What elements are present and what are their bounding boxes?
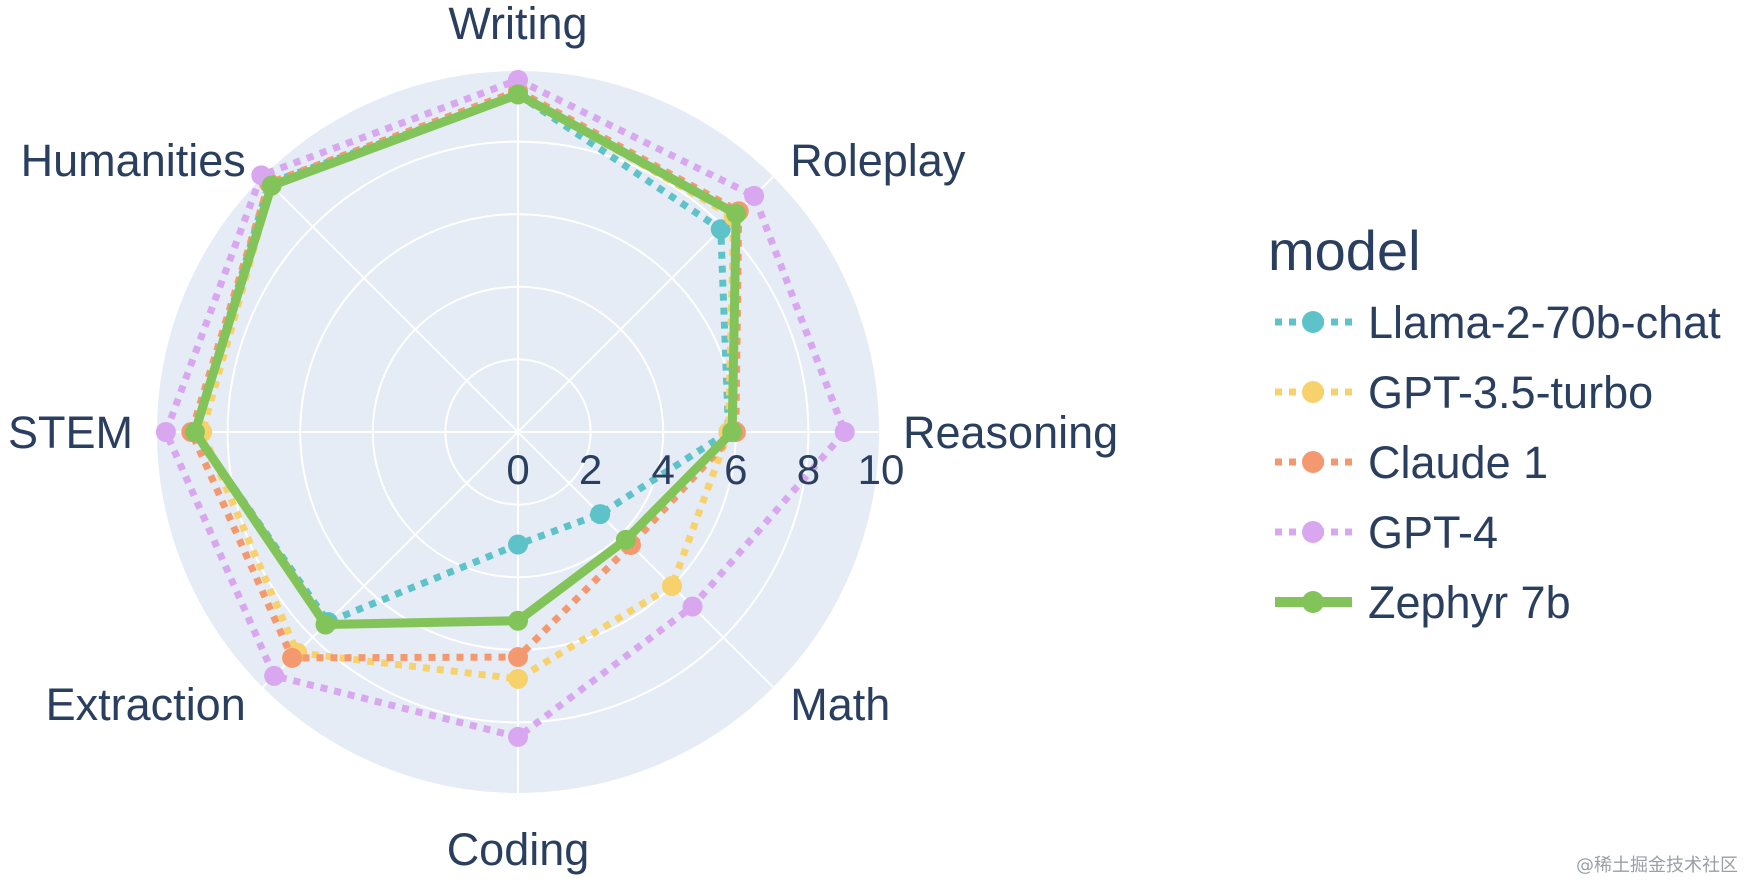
data-point — [682, 596, 703, 617]
data-point — [710, 219, 731, 240]
radial-tick-label: 2 — [579, 446, 602, 493]
data-point — [834, 422, 855, 442]
legend-item[interactable]: Zephyr 7b — [1275, 577, 1571, 628]
legend-swatch-marker — [1302, 451, 1324, 473]
series-gpt-4 — [155, 69, 855, 747]
category-label-reasoning: Reasoning — [903, 407, 1118, 458]
legend-swatch-marker — [1302, 521, 1324, 543]
data-point — [508, 610, 528, 631]
legend-item[interactable]: GPT-4 — [1275, 507, 1498, 558]
polar-frame — [153, 67, 883, 797]
data-point — [155, 422, 176, 442]
series-zephyr-7b — [184, 84, 747, 635]
legend-title: model — [1268, 219, 1421, 282]
legend-swatch-marker — [1302, 311, 1324, 333]
data-point — [261, 175, 282, 196]
legend-label: Claude 1 — [1368, 437, 1548, 488]
radial-tick-labels: 0 2 4 6 8 10 — [506, 446, 904, 493]
legend-item[interactable]: GPT-3.5-turbo — [1275, 367, 1653, 418]
legend-label: Llama-2-70b-chat — [1368, 297, 1721, 348]
grid-spoke — [260, 174, 519, 433]
data-point — [508, 726, 528, 747]
data-point — [508, 534, 528, 555]
data-point — [726, 203, 747, 224]
data-point — [508, 668, 528, 689]
data-point — [264, 665, 285, 686]
category-label-humanities: Humanities — [21, 135, 246, 186]
data-point — [508, 69, 528, 90]
radial-tick-label: 4 — [652, 446, 675, 493]
data-point — [508, 647, 528, 668]
data-point — [282, 647, 303, 668]
data-point — [508, 84, 528, 105]
grid-spoke — [517, 431, 776, 690]
legend-label: GPT-4 — [1368, 507, 1498, 558]
legend-label: Zephyr 7b — [1368, 577, 1571, 628]
category-label-math: Math — [790, 679, 890, 730]
category-label-roleplay: Roleplay — [790, 135, 966, 186]
legend-swatch-marker — [1302, 381, 1324, 403]
legend: model Llama-2-70b-chat GPT-3.5-turbo Claud… — [1268, 219, 1721, 628]
series-line — [162, 76, 849, 741]
watermark: @稀土掘金技术社区 — [1576, 855, 1738, 876]
category-labels: Writing Roleplay Reasoning Math Coding Extrac… — [8, 0, 1118, 875]
radial-tick-label: 6 — [724, 446, 747, 493]
radial-tick-label: 10 — [858, 446, 905, 493]
radial-tick-label: 8 — [797, 446, 820, 493]
legend-item[interactable]: Claude 1 — [1275, 437, 1548, 488]
data-point — [590, 504, 611, 525]
legend-label: GPT-3.5-turbo — [1368, 367, 1653, 418]
data-point — [722, 422, 743, 442]
category-label-coding: Coding — [447, 824, 590, 875]
category-label-writing: Writing — [448, 0, 587, 49]
legend-swatch-marker — [1302, 591, 1324, 613]
data-point — [184, 422, 205, 442]
data-point — [615, 529, 636, 550]
radial-tick-label: 0 — [506, 446, 529, 493]
series-layer — [155, 69, 855, 747]
data-point — [662, 576, 683, 597]
legend-item[interactable]: Llama-2-70b-chat — [1275, 297, 1721, 348]
category-label-stem: STEM — [8, 407, 133, 458]
data-point — [315, 614, 336, 635]
data-point — [744, 185, 765, 206]
category-label-extraction: Extraction — [46, 679, 246, 730]
